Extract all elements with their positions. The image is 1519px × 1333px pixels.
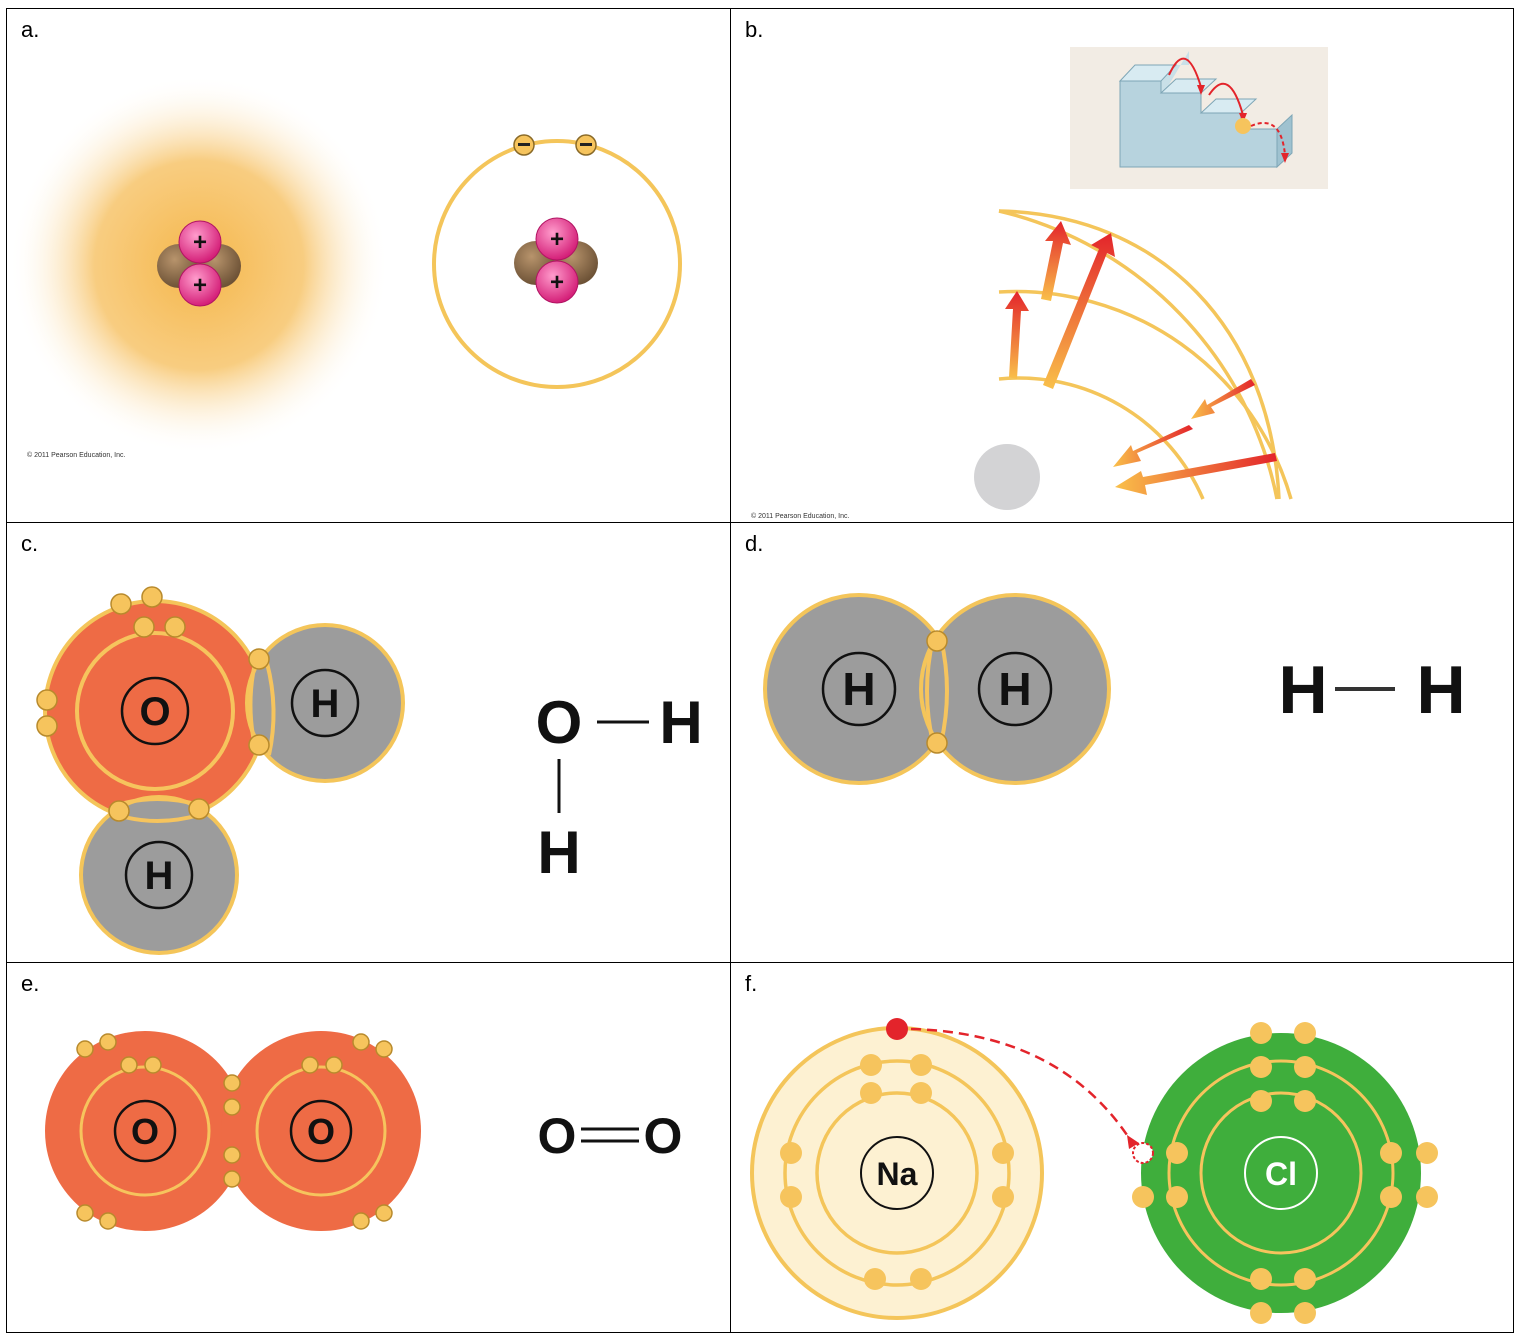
sodium-electrons: [780, 1054, 1014, 1290]
nucleus-right: + +: [514, 217, 598, 304]
chlorine-atom: Cl: [1141, 1033, 1421, 1313]
svg-text:+: +: [550, 269, 564, 296]
svg-text:H: H: [1416, 652, 1465, 728]
copyright-a: © 2011 Pearson Education, Inc.: [27, 452, 126, 459]
arrow-absorb-3: [1043, 233, 1115, 389]
svg-text:O: O: [131, 1111, 159, 1152]
svg-text:H: H: [659, 689, 702, 756]
panel-a: a.: [6, 8, 732, 524]
svg-text:O: O: [307, 1111, 335, 1152]
staircase-inset: [1070, 47, 1328, 189]
shared-electrons: [926, 630, 948, 754]
sodium-atom: Na: [750, 1026, 1044, 1320]
water-molecule-diagram: O H H O: [36, 586, 703, 955]
svg-text:H: H: [998, 663, 1031, 715]
structural-formula-oxygen: O O: [538, 1108, 683, 1164]
svg-text:H: H: [537, 819, 580, 886]
nucleus-left: + +: [157, 220, 241, 307]
panel-c-label: c.: [21, 531, 39, 556]
energy-levels-diagram: [974, 47, 1328, 510]
hydrogen-atom-right: H: [245, 623, 405, 783]
panel-d-label: d.: [745, 531, 764, 556]
panel-a-label: a.: [21, 17, 40, 42]
electron-orbit: [432, 139, 682, 389]
svg-text:H: H: [145, 854, 174, 898]
panel-e: e. O O: [6, 962, 732, 1333]
svg-text:+: +: [193, 229, 207, 256]
structural-formula-hydrogen: H H: [1278, 652, 1465, 728]
electron-vacancy: [1132, 1142, 1154, 1164]
svg-text:+: +: [193, 272, 207, 299]
oxygen-atom: O: [43, 599, 267, 823]
energy-shells: [998, 209, 1293, 500]
svg-text:O: O: [538, 1108, 577, 1164]
svg-text:Cl: Cl: [1265, 1156, 1297, 1192]
figure-grid: a.: [6, 8, 1514, 1333]
oxygen-atom-right: O: [221, 1031, 421, 1231]
panel-f: f. Na Cl: [730, 962, 1514, 1333]
oxygen-molecule-diagram: O O O O: [45, 1031, 683, 1231]
electrons: [76, 1033, 393, 1230]
svg-text:O: O: [644, 1108, 683, 1164]
outer-shell: [998, 209, 1281, 500]
svg-text:O: O: [536, 689, 583, 756]
nucleus: [974, 444, 1040, 510]
svg-text:H: H: [311, 682, 340, 726]
ionic-bond-diagram: Na Cl: [750, 1018, 1438, 1324]
helium-atom-diagram: + + + +: [9, 75, 682, 455]
chlorine-electrons: [1132, 1022, 1438, 1324]
svg-text:+: +: [550, 226, 564, 253]
electron-pair: [513, 134, 597, 156]
hydrogen-atom-right: H: [919, 593, 1111, 785]
arrow-emit-1: [1191, 379, 1255, 419]
transfer-arrow: [910, 1027, 1133, 1142]
arrow-emit-3: [1115, 453, 1277, 495]
arrow-absorb-1: [1005, 291, 1029, 379]
panel-b-label: b.: [745, 17, 764, 42]
svg-text:Na: Na: [877, 1156, 918, 1192]
svg-text:H: H: [1278, 652, 1327, 728]
electrons: [36, 586, 270, 822]
copyright-b: © 2011 Pearson Education, Inc.: [751, 513, 850, 520]
transferred-electron: [886, 1018, 908, 1040]
structural-formula-water: O H H: [536, 689, 703, 886]
panel-d: d. H H H H: [730, 522, 1514, 964]
svg-text:H: H: [842, 663, 875, 715]
oxygen-atom-left: O: [45, 1031, 245, 1231]
panel-b: b.: [730, 8, 1514, 524]
panel-e-label: e.: [21, 971, 40, 996]
panel-c: c. O H H: [6, 522, 732, 964]
arrow-absorb-2: [1041, 221, 1071, 301]
svg-text:O: O: [139, 690, 170, 734]
hydrogen-molecule-diagram: H H H H: [763, 593, 1466, 785]
hydrogen-atom-bottom: H: [79, 795, 239, 955]
panel-f-label: f.: [745, 971, 758, 996]
arrow-emit-2: [1113, 425, 1193, 467]
